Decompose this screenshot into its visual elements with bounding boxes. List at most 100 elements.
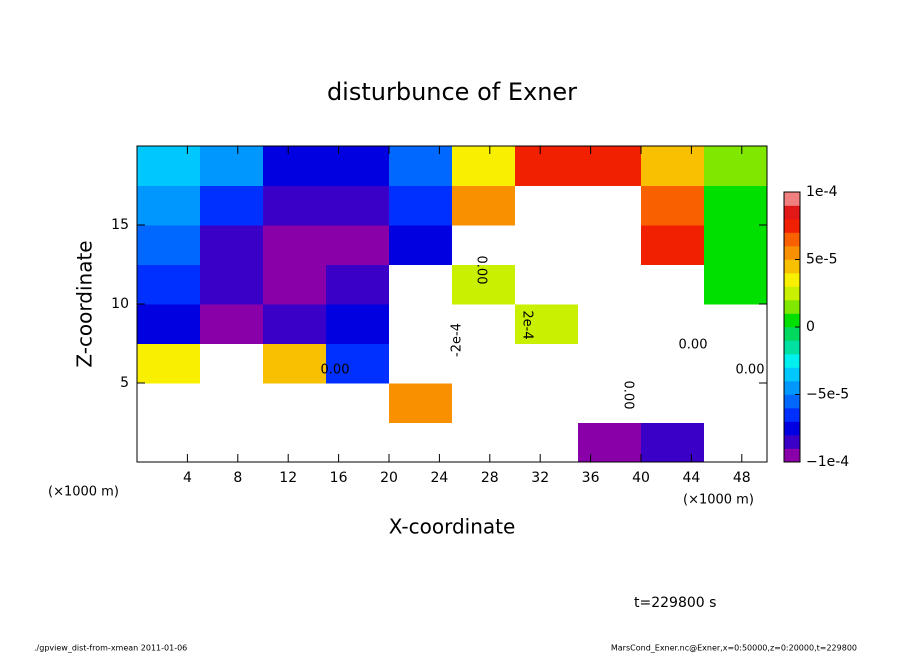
heat-cell <box>641 343 705 384</box>
heat-cell <box>452 343 516 384</box>
heat-cell <box>578 304 642 344</box>
x-tick-label: 40 <box>632 470 650 486</box>
heat-cell <box>389 225 453 265</box>
x-tick-label: 36 <box>582 470 600 486</box>
heat-cell <box>326 225 390 265</box>
colorbar-bin <box>784 273 800 287</box>
colorbar-bin <box>784 232 800 247</box>
heat-cell <box>704 422 768 463</box>
x-tick-label: 20 <box>380 470 398 486</box>
heat-cell <box>137 264 201 305</box>
heat-cell <box>389 264 453 305</box>
heat-cell <box>452 185 516 226</box>
heat-cell <box>389 185 453 226</box>
colorbar-tick-label: 0 <box>806 319 815 335</box>
heat-cell <box>515 383 579 423</box>
heat-cell <box>389 146 453 186</box>
heat-cell <box>578 343 642 384</box>
colorbar-bin <box>784 192 800 206</box>
heat-cell <box>137 422 201 463</box>
heat-cell <box>452 264 516 305</box>
heat-cell <box>200 185 264 226</box>
contour-label: 0.00 <box>621 381 636 410</box>
heat-cell <box>137 225 201 265</box>
heat-cell <box>263 264 327 305</box>
heat-cell <box>515 343 579 384</box>
x-tick-label: 32 <box>531 470 549 486</box>
y-axis-label: Z-coordinate <box>73 240 97 367</box>
colorbar-bin <box>784 367 800 382</box>
colorbar-bin <box>784 394 800 409</box>
x-tick-label: 44 <box>682 470 700 486</box>
heat-cell <box>704 225 768 265</box>
colorbar-bin <box>784 340 800 355</box>
heat-cell <box>704 264 768 305</box>
colorbar-bin <box>784 219 800 233</box>
heat-cell <box>326 185 390 226</box>
heat-cell <box>641 304 705 344</box>
heat-cell <box>326 264 390 305</box>
chart-title: disturbunce of Exner <box>327 78 577 106</box>
heat-cell <box>263 225 327 265</box>
heat-cell <box>326 304 390 344</box>
heat-cell <box>515 264 579 305</box>
colorbar-bin <box>784 448 800 463</box>
footer-right: MarsCond_Exner.nc@Exner,x=0:50000,z=0:20… <box>611 644 857 653</box>
contour-label: 0.00 <box>321 363 350 378</box>
heat-cell <box>578 264 642 305</box>
x-tick-label: 4 <box>183 470 192 486</box>
colorbar-bin <box>784 300 800 314</box>
colorbar-tick-label: 1e-4 <box>806 184 838 200</box>
contour-label: -2e-4 <box>450 323 465 357</box>
y-tick-label: 5 <box>120 375 129 391</box>
heat-cell <box>452 304 516 344</box>
x-tick-label: 48 <box>733 470 751 486</box>
heat-cell <box>263 304 327 344</box>
heat-cell <box>389 422 453 463</box>
heat-cell <box>326 343 390 384</box>
heat-cell <box>641 185 705 226</box>
colorbar-bin <box>784 286 800 301</box>
colorbar-bin <box>784 408 800 422</box>
y-tick-label: 15 <box>111 217 129 233</box>
heat-cell <box>578 383 642 423</box>
colorbar-bin <box>784 205 800 220</box>
heat-cell <box>200 264 264 305</box>
y-tick-label: 10 <box>111 296 129 312</box>
x-tick-label: 8 <box>233 470 242 486</box>
heat-cell <box>389 304 453 344</box>
heat-cell <box>578 146 642 186</box>
heat-cell <box>200 146 264 186</box>
colorbar-bin <box>784 327 800 341</box>
heat-cell <box>200 304 264 344</box>
x-tick-label: 16 <box>330 470 348 486</box>
heat-cell <box>704 383 768 423</box>
heat-cell <box>137 185 201 226</box>
heat-cell <box>200 225 264 265</box>
x-unit-label: (×1000 m) <box>683 493 754 508</box>
heat-cell <box>515 304 579 344</box>
colorbar-bin <box>784 246 800 260</box>
heat-cell <box>515 422 579 463</box>
heat-cell <box>515 225 579 265</box>
heat-cell <box>704 304 768 344</box>
heat-cell <box>200 422 264 463</box>
heat-cell <box>137 304 201 344</box>
heat-cell <box>263 185 327 226</box>
heat-cell <box>641 146 705 186</box>
contour-label: 0.00 <box>736 363 765 378</box>
colorbar-tick-label: −1e-4 <box>806 454 849 470</box>
heat-cell <box>515 146 579 186</box>
colorbar-bin <box>784 313 800 328</box>
heat-cell <box>641 422 705 463</box>
heat-cell <box>452 225 516 265</box>
heat-cell <box>452 422 516 463</box>
footer-left: ./gpview_dist-from-xmean 2011-01-06 <box>34 644 187 653</box>
heat-cell <box>326 422 390 463</box>
heat-cell <box>263 422 327 463</box>
colorbar-tick-label: −5e-5 <box>806 387 849 403</box>
colorbar-bin <box>784 259 800 274</box>
x-tick-label: 28 <box>481 470 499 486</box>
heat-cell <box>326 383 390 423</box>
